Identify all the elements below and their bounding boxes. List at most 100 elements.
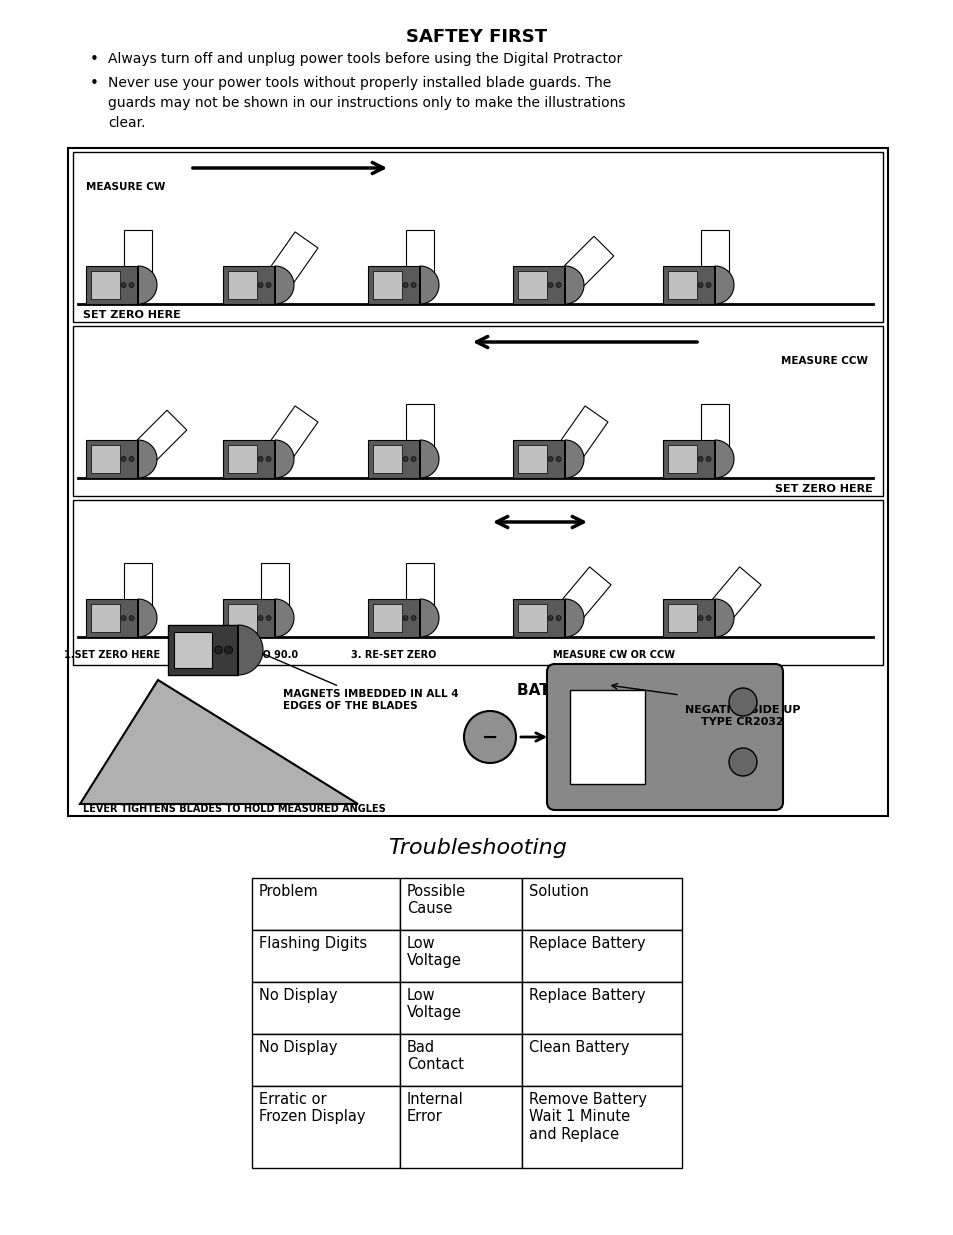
Polygon shape [564,599,583,637]
Circle shape [403,457,408,462]
Text: 3. RE-SET ZERO: 3. RE-SET ZERO [351,650,436,659]
Text: Always turn off and unplug power tools before using the Digital Protractor: Always turn off and unplug power tools b… [108,52,621,65]
Text: •: • [90,52,98,67]
Circle shape [129,615,134,620]
Circle shape [411,283,416,288]
Circle shape [548,283,553,288]
Circle shape [266,615,271,620]
Bar [662,266,714,304]
Text: MEASURE CW OR CCW: MEASURE CW OR CCW [553,650,675,659]
Bar [667,604,696,632]
Bar [368,440,419,478]
Bar [173,632,213,668]
Polygon shape [406,230,434,285]
Text: No Display: No Display [258,988,337,1003]
Polygon shape [124,563,152,618]
Text: Replace Battery: Replace Battery [529,988,645,1003]
Bar [373,445,401,473]
Text: SAFTEY FIRST: SAFTEY FIRST [406,28,547,46]
Bar [521,982,681,1034]
Text: Low
Voltage: Low Voltage [407,988,461,1020]
Bar [662,599,714,637]
Polygon shape [554,567,611,627]
Polygon shape [274,440,294,478]
Bar [73,326,882,496]
Polygon shape [261,563,289,618]
Circle shape [403,615,408,620]
Text: •: • [90,77,98,91]
Text: Bad
Contact: Bad Contact [407,1040,463,1072]
Bar [223,599,274,637]
Circle shape [698,457,702,462]
Bar [86,440,138,478]
Text: Low
Voltage: Low Voltage [407,936,461,968]
Circle shape [705,457,710,462]
Polygon shape [553,406,607,467]
Bar [521,930,681,982]
Bar [252,1034,399,1086]
Polygon shape [419,599,438,637]
Bar [373,604,401,632]
Bar [373,270,401,299]
Polygon shape [564,266,583,304]
Bar [168,625,237,676]
Bar [517,604,546,632]
Polygon shape [124,230,152,285]
Polygon shape [714,599,733,637]
Text: MEASURE CW: MEASURE CW [86,182,165,191]
Circle shape [705,283,710,288]
Circle shape [411,457,416,462]
Bar [86,599,138,637]
Polygon shape [714,266,733,304]
Text: MEASURE CCW: MEASURE CCW [781,356,867,366]
Circle shape [411,615,416,620]
Circle shape [728,748,757,776]
Text: Possible
Cause: Possible Cause [407,884,466,916]
Circle shape [556,457,560,462]
Polygon shape [237,625,263,676]
Bar [513,599,564,637]
Bar [368,599,419,637]
Polygon shape [263,232,317,293]
Text: MAGNETS IMBEDDED IN ALL 4
EDGES OF THE BLADES: MAGNETS IMBEDDED IN ALL 4 EDGES OF THE B… [200,626,458,711]
Bar [73,152,882,322]
Circle shape [463,711,516,763]
Circle shape [556,615,560,620]
Text: Solution: Solution [529,884,588,899]
Circle shape [258,457,263,462]
Bar [91,270,119,299]
Bar [662,440,714,478]
Circle shape [129,283,134,288]
Polygon shape [80,680,357,804]
Bar [91,445,119,473]
Polygon shape [138,599,157,637]
Text: Replace Battery: Replace Battery [529,936,645,951]
Polygon shape [700,230,728,285]
Circle shape [121,283,126,288]
Circle shape [403,283,408,288]
Text: Problem: Problem [258,884,318,899]
Bar [517,445,546,473]
Text: Clean Battery: Clean Battery [529,1040,629,1055]
Bar [513,440,564,478]
Circle shape [224,646,233,655]
Bar [667,270,696,299]
Bar [667,445,696,473]
Bar [399,1086,521,1168]
Text: 2.ROTATE TO 90.0: 2.ROTATE TO 90.0 [200,650,297,659]
Bar [517,270,546,299]
Polygon shape [700,404,728,459]
Polygon shape [274,599,294,637]
Bar [252,1086,399,1168]
Circle shape [698,615,702,620]
Bar [252,878,399,930]
Bar [228,445,256,473]
Bar [521,878,681,930]
Polygon shape [263,406,317,467]
Bar [399,930,521,982]
Text: Remove Battery
Wait 1 Minute
and Replace: Remove Battery Wait 1 Minute and Replace [529,1092,646,1142]
Circle shape [121,615,126,620]
Bar [252,930,399,982]
Bar [513,266,564,304]
Circle shape [129,457,134,462]
